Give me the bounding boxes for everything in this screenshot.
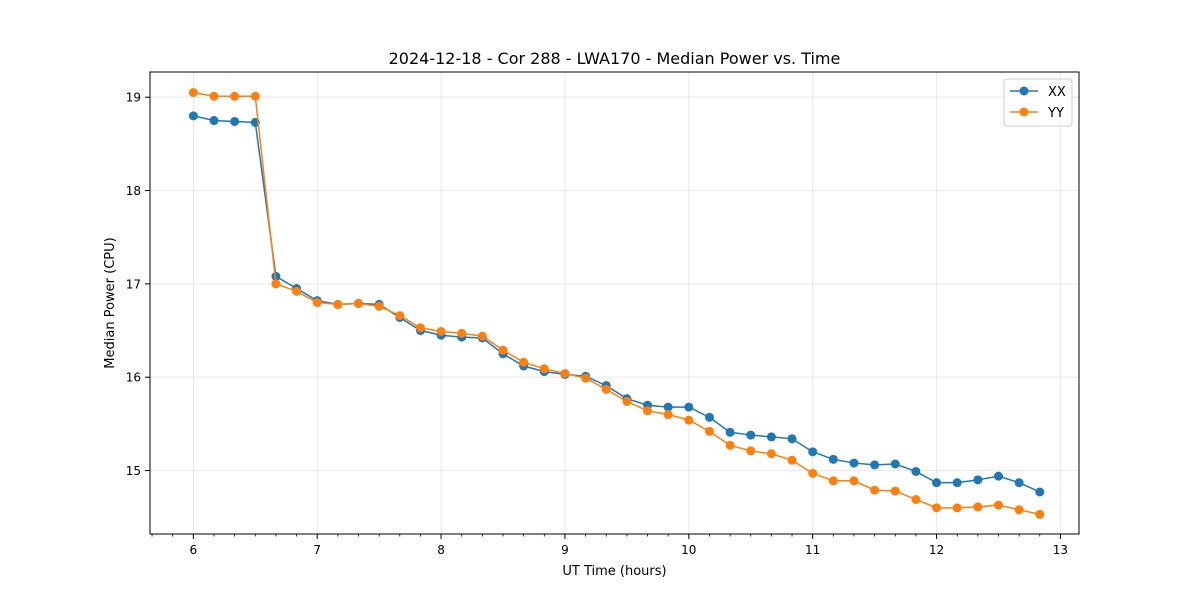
data-point-xx xyxy=(209,116,219,126)
data-point-xx xyxy=(993,471,1003,481)
y-axis: 15 16 17 18 19 xyxy=(126,91,150,478)
data-point-yy xyxy=(890,486,900,496)
x-axis-label: UT Time (hours) xyxy=(562,564,666,579)
data-point-xx xyxy=(849,458,859,468)
data-point-yy xyxy=(643,406,653,416)
data-point-yy xyxy=(374,301,384,311)
legend-marker-yy xyxy=(1019,107,1029,117)
legend-label-xx: XX xyxy=(1048,85,1066,100)
data-point-yy xyxy=(622,396,632,406)
data-point-yy xyxy=(230,91,240,101)
data-point-xx xyxy=(870,460,880,470)
x-tick-label: 6 xyxy=(190,543,198,557)
x-tick-label: 7 xyxy=(313,543,321,557)
data-point-xx xyxy=(230,116,240,126)
data-point-yy xyxy=(436,326,446,336)
data-point-yy xyxy=(952,503,962,513)
data-point-yy xyxy=(498,345,508,355)
data-point-yy xyxy=(704,426,714,436)
data-point-yy xyxy=(333,299,343,309)
y-tick-label: 17 xyxy=(126,277,141,291)
x-tick-label: 8 xyxy=(437,543,445,557)
data-point-yy xyxy=(209,91,219,101)
data-point-yy xyxy=(539,364,549,374)
x-tick-label: 9 xyxy=(561,543,569,557)
chart-title: 2024-12-18 - Cor 288 - LWA170 - Median P… xyxy=(389,49,841,68)
data-point-yy xyxy=(312,298,322,308)
x-tick-label: 13 xyxy=(1053,543,1068,557)
legend-label-yy: YY xyxy=(1047,106,1064,121)
grid xyxy=(150,72,1079,534)
data-point-yy xyxy=(415,323,425,333)
data-point-yy xyxy=(519,357,529,367)
data-point-xx xyxy=(663,402,673,412)
data-point-xx xyxy=(1035,487,1045,497)
data-point-yy xyxy=(560,368,570,378)
data-point-xx xyxy=(188,111,198,121)
data-point-xx xyxy=(787,434,797,444)
data-point-xx xyxy=(684,402,694,412)
x-tick-label: 12 xyxy=(929,543,944,557)
data-point-yy xyxy=(828,476,838,486)
data-point-xx xyxy=(1014,478,1024,488)
data-point-xx xyxy=(973,475,983,485)
y-tick-label: 18 xyxy=(126,184,141,198)
data-point-yy xyxy=(746,446,756,456)
series-yy xyxy=(188,88,1045,519)
data-point-yy xyxy=(787,455,797,465)
data-point-yy xyxy=(395,311,405,321)
data-point-yy xyxy=(188,88,198,98)
data-point-yy xyxy=(354,298,364,308)
data-point-yy xyxy=(993,500,1003,510)
plot-frame xyxy=(149,71,1080,535)
data-point-xx xyxy=(952,478,962,488)
series-layer xyxy=(188,88,1045,519)
y-axis-label: Median Power (CPU) xyxy=(103,237,118,368)
legend: XX YY xyxy=(1003,78,1073,127)
data-point-yy xyxy=(1014,505,1024,515)
x-axis: 6 7 8 9 10 11 12 13 xyxy=(151,534,1068,557)
data-point-yy xyxy=(292,286,302,296)
data-point-yy xyxy=(601,384,611,394)
data-point-yy xyxy=(870,485,880,495)
data-point-yy xyxy=(911,494,921,504)
legend-marker-xx xyxy=(1019,86,1029,96)
data-point-xx xyxy=(911,466,921,476)
data-point-yy xyxy=(808,468,818,478)
data-point-yy xyxy=(766,449,776,459)
data-point-xx xyxy=(890,459,900,469)
data-point-yy xyxy=(457,328,467,338)
data-point-yy xyxy=(1035,509,1045,519)
data-point-xx xyxy=(766,432,776,442)
data-point-xx xyxy=(746,430,756,440)
data-point-yy xyxy=(932,503,942,513)
data-point-xx xyxy=(932,478,942,488)
data-point-yy xyxy=(581,373,591,383)
data-point-yy xyxy=(725,440,735,450)
x-tick-label: 11 xyxy=(805,543,820,557)
data-point-xx xyxy=(271,271,281,281)
data-point-xx xyxy=(808,447,818,457)
data-point-yy xyxy=(684,415,694,425)
data-point-xx xyxy=(725,427,735,437)
data-point-yy xyxy=(663,410,673,420)
data-point-xx xyxy=(704,412,714,422)
data-point-yy xyxy=(271,279,281,289)
data-point-yy xyxy=(849,476,859,486)
y-tick-label: 16 xyxy=(126,371,141,385)
data-point-yy xyxy=(250,91,260,101)
x-tick-label: 10 xyxy=(681,543,696,557)
data-point-xx xyxy=(828,454,838,464)
data-point-yy xyxy=(973,502,983,512)
y-tick-label: 19 xyxy=(126,91,141,105)
data-point-yy xyxy=(477,331,487,341)
y-tick-label: 15 xyxy=(126,464,141,478)
